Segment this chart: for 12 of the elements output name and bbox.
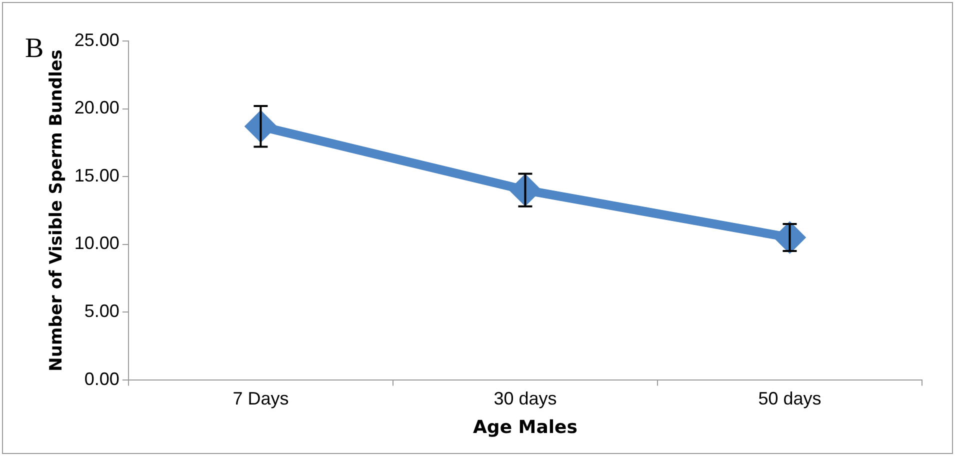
text: B: [25, 33, 44, 65]
y-tick-label: 5.00: [84, 301, 120, 322]
y-tick-label: 25.00: [74, 30, 120, 50]
y-tick-label: 0.00: [84, 368, 120, 389]
y-tick-label: 20.00: [74, 98, 120, 118]
x-tick-label: 30 days: [494, 388, 557, 409]
y-tick-label: 15.00: [74, 165, 120, 186]
y-axis-title: Number of Visible Sperm Bundles: [46, 49, 67, 372]
x-tick-label: 50 days: [758, 388, 822, 409]
x-tick-label: 7 Days: [232, 388, 289, 409]
y-tick-label: 10.00: [74, 233, 120, 254]
x-axis-title: Age Males: [472, 416, 578, 438]
